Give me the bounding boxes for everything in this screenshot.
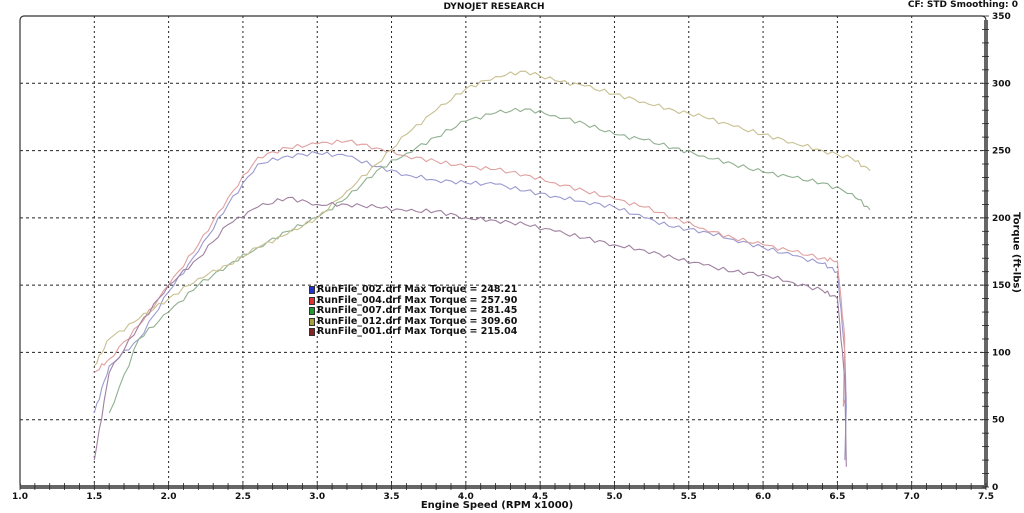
x-tick-label: 5.5 [681, 492, 697, 502]
y-tick-label: 300 [992, 79, 1011, 89]
y-tick-label: 50 [992, 416, 1005, 426]
legend-swatch-icon [309, 307, 315, 316]
x-tick-label: 1.5 [86, 492, 102, 502]
y-tick-label: 0 [992, 483, 998, 493]
y-tick-label: 250 [992, 147, 1011, 157]
x-tick-label: 7.5 [978, 492, 994, 502]
series-line-runfile-002-drf [93, 151, 847, 461]
x-tick-label: 3.0 [309, 492, 325, 502]
y-tick-label: 200 [992, 214, 1011, 224]
x-tick-label: 4.0 [458, 492, 474, 502]
correction-factor-info: CF: STD Smoothing: 0 [907, 0, 1018, 10]
x-axis-bar [20, 485, 986, 489]
x-tick-label: 5.0 [606, 492, 622, 502]
legend-label: RunFile_004.drf Max Torque = 257.90 [317, 294, 518, 306]
x-tick-label: 4.5 [532, 492, 548, 502]
x-tick-label: 2.0 [161, 492, 177, 502]
x-axis-label: Engine Speed (RPM x1000) [0, 500, 1024, 511]
chart-title: DYNOJET RESEARCH [0, 2, 1024, 12]
y-axis-bar [984, 20, 988, 487]
x-tick-label: 6.5 [829, 492, 845, 502]
legend-label: RunFile_001.drf Max Torque = 215.04 [317, 326, 518, 337]
series-line-runfile-007-drf [108, 107, 871, 414]
series-line-runfile-001-drf [93, 196, 847, 467]
y-tick-label: 100 [992, 348, 1011, 358]
x-axis-label-text: Engine Speed (RPM x1000) [420, 500, 574, 511]
axes: 1.0 1.5 2.0 2.5 3.0 3.5 4.0 4.5 5.0 5.5 6.0 6.5 7.0 7… [12, 12, 1011, 502]
legend-swatch-icon [309, 286, 315, 295]
legend-swatch-icon [309, 296, 315, 305]
legend-swatch-icon [309, 317, 315, 326]
chart-title-text: DYNOJET RESEARCH [443, 2, 545, 12]
legend-item: RunFile_012.drf Max Torque = 309.60 [309, 315, 518, 328]
y-tick-label: 350 [992, 12, 1011, 22]
legend-label: RunFile_012.drf Max Torque = 309.60 [317, 315, 518, 327]
series-lines [93, 70, 871, 467]
y-axis-label: Torque (ft-lbs) [1010, 212, 1022, 293]
series-line-runfile-004-drf [93, 139, 847, 407]
x-tick-label: 1.0 [12, 492, 28, 502]
legend-label: RunFile_002.drf Max Torque = 248.21 [317, 284, 518, 295]
x-tick-label: 6.0 [755, 492, 771, 502]
plot-frame [19, 15, 987, 488]
y-tick-label: 150 [992, 281, 1011, 291]
x-tick-label: 2.5 [235, 492, 251, 502]
legend-item: RunFile_001.drf Max Torque = 215.04 [309, 326, 518, 338]
legend-item: RunFile_002.drf Max Torque = 248.21 [309, 284, 518, 296]
legend-label: RunFile_007.drf Max Torque = 281.45 [317, 305, 518, 316]
grid-lines [20, 16, 986, 487]
legend-item: RunFile_007.drf Max Torque = 281.45 [309, 305, 518, 317]
legend-item: RunFile_004.drf Max Torque = 257.90 [309, 294, 518, 307]
series-line-runfile-012-drf [93, 70, 871, 367]
legend-swatch-icon [309, 328, 315, 337]
x-tick-label: 7.0 [904, 492, 920, 502]
x-tick-label: 3.5 [384, 492, 400, 502]
legend: RunFile_002.drf Max Torque = 248.21 RunFi… [309, 284, 518, 338]
